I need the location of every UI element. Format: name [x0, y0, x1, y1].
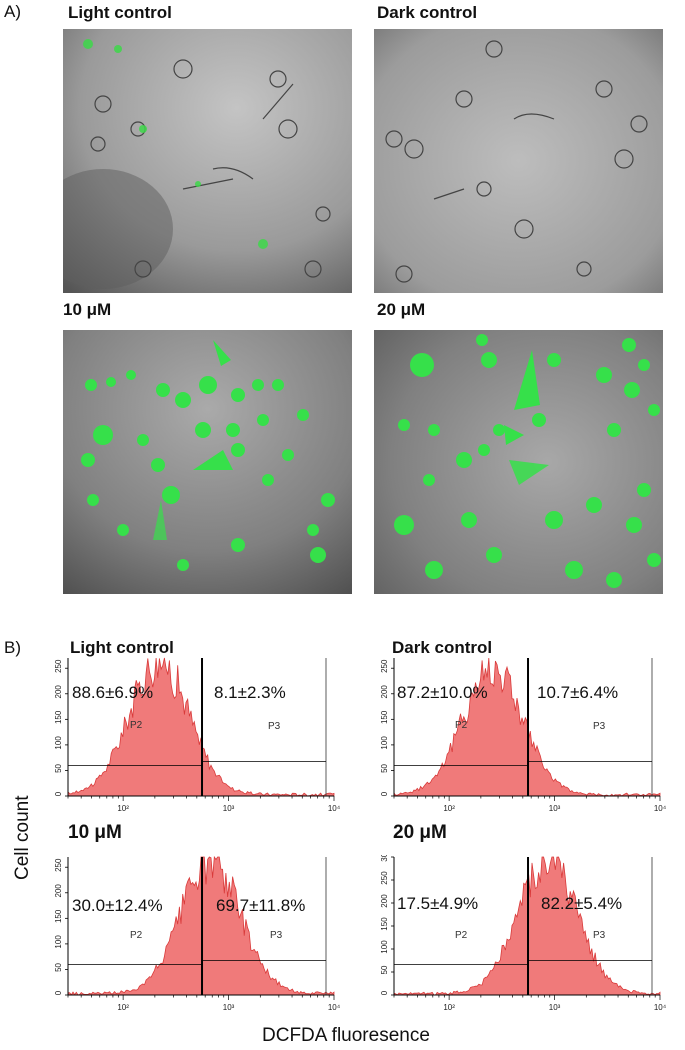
histogram-area: [67, 657, 335, 797]
y-tick-label: 0: [380, 990, 389, 995]
y-tick-label: 0: [54, 990, 63, 995]
x-tick-label: 10²: [443, 1003, 455, 1012]
micrograph-light-control: [63, 29, 352, 293]
percent-left-light-control: 88.6±6.9%: [72, 683, 154, 702]
y-tick-label: 250: [380, 659, 389, 673]
plot-title-dark-control: Dark control: [392, 638, 493, 657]
x-tick-label: 10⁴: [328, 804, 341, 813]
plot-title-light-control: Light control: [70, 638, 174, 657]
percent-right-10uM: 69.7±11.8%: [216, 896, 306, 915]
percent-left-dark-control: 87.2±10.0%: [397, 683, 488, 702]
histogram-dark-control: 0 50 100 150 200 250 10² 10³ 10⁴: [380, 657, 667, 813]
y-tick-label: 150: [54, 909, 63, 923]
y-tick-label: 250: [54, 659, 63, 673]
percent-right-dark-control: 10.7±6.4%: [537, 683, 619, 702]
y-tick-label: 100: [54, 736, 63, 750]
micrograph-20uM: [374, 330, 663, 594]
plot-title-20uM: 20 μM: [393, 822, 447, 843]
gate-label-p3: P3: [268, 721, 281, 732]
y-tick-label: 50: [380, 965, 389, 974]
x-axis-label: DCFDA fluoresence: [262, 1025, 430, 1046]
histogram-area: [393, 657, 661, 797]
gate-label-p3: P3: [593, 930, 606, 941]
gate-label-p2: P2: [455, 930, 468, 941]
y-tick-label: 250: [54, 858, 63, 872]
y-tick-label: 200: [54, 685, 63, 699]
percent-left-10uM: 30.0±12.4%: [72, 896, 163, 915]
y-tick-label: 200: [54, 884, 63, 898]
y-tick-label: 100: [380, 940, 389, 954]
x-tick-label: 10³: [549, 804, 561, 813]
micrograph-dark-control: [374, 29, 663, 293]
y-tick-label: 0: [54, 791, 63, 796]
y-tick-label: 150: [380, 917, 389, 931]
image-title-dark-control: Dark control: [377, 3, 478, 22]
gate-label-p3: P3: [270, 930, 283, 941]
y-tick-label: 250: [380, 871, 389, 885]
x-tick-label: 10³: [223, 1003, 235, 1012]
x-tick-label: 10⁴: [654, 1003, 667, 1012]
y-tick-label: 0: [380, 791, 389, 796]
x-tick-label: 10²: [117, 804, 129, 813]
percent-left-20uM: 17.5±4.9%: [397, 894, 479, 913]
percent-right-20uM: 82.2±5.4%: [541, 894, 623, 913]
y-tick-label: 150: [380, 710, 389, 724]
y-tick-label: 100: [54, 935, 63, 949]
micrograph-10uM: [63, 330, 352, 594]
y-tick-label: 300: [380, 855, 389, 862]
image-title-20uM: 20 μM: [377, 300, 426, 319]
gate-label-p3: P3: [593, 721, 606, 732]
y-tick-label: 50: [54, 962, 63, 971]
panel-a-letter: A): [4, 2, 21, 21]
x-tick-label: 10³: [549, 1003, 561, 1012]
panel-b-letter: B): [4, 638, 21, 657]
histogram-light-control: 0 50 100 150 200 250 10² 10³ 10⁴: [54, 657, 341, 813]
image-title-10uM: 10 μM: [63, 300, 112, 319]
x-tick-label: 10⁴: [328, 1003, 341, 1012]
histogram-area: [393, 856, 661, 996]
x-tick-label: 10²: [117, 1003, 129, 1012]
y-axis-label: Cell count: [12, 795, 33, 881]
y-tick-label: 50: [380, 763, 389, 772]
y-tick-label: 200: [380, 685, 389, 699]
x-tick-label: 10²: [443, 804, 455, 813]
histogram-20uM: 0 50 100 150 200 250 300 10² 10³ 10⁴: [380, 855, 667, 1012]
percent-right-light-control: 8.1±2.3%: [214, 683, 286, 702]
x-tick-label: 10³: [223, 804, 235, 813]
image-title-light-control: Light control: [68, 3, 172, 22]
gate-label-p2: P2: [130, 720, 143, 731]
plot-title-10uM: 10 μM: [68, 822, 122, 843]
x-tick-label: 10⁴: [654, 804, 667, 813]
histogram-area: [67, 855, 335, 996]
gate-label-p2: P2: [130, 930, 143, 941]
y-tick-label: 200: [380, 894, 389, 908]
y-tick-label: 50: [54, 763, 63, 772]
y-tick-label: 100: [380, 736, 389, 750]
gate-label-p2: P2: [455, 720, 468, 731]
histogram-10uM: 0 50 100 150 200 250 10² 10³ 10⁴: [54, 855, 341, 1012]
y-tick-label: 150: [54, 710, 63, 724]
